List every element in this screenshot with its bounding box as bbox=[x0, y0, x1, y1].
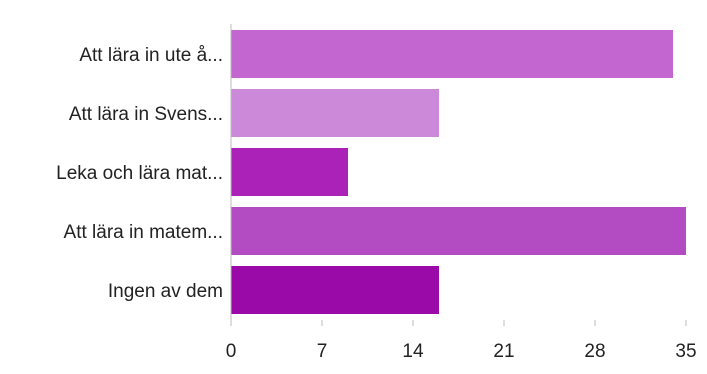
bar-2 bbox=[231, 89, 439, 137]
category-label-2: Att lära in Svens... bbox=[69, 104, 223, 125]
x-tick-label-35: 35 bbox=[675, 341, 696, 362]
x-tick-label-0: 0 bbox=[226, 341, 237, 362]
category-label-5: Ingen av dem bbox=[108, 281, 223, 302]
category-label-1: Att lära in ute å... bbox=[79, 45, 223, 66]
bar-3 bbox=[231, 148, 348, 196]
category-label-3: Leka och lära mat... bbox=[56, 163, 223, 184]
x-tick-label-14: 14 bbox=[402, 341, 424, 362]
category-labels-group: Att lära in ute å... Att lära in Svens...… bbox=[56, 45, 223, 302]
bar-1 bbox=[231, 30, 673, 78]
category-label-4: Att lära in matem... bbox=[64, 222, 223, 243]
x-axis-ticks-group: 0 7 14 21 28 35 bbox=[226, 320, 697, 362]
bars-group bbox=[231, 30, 686, 314]
x-tick-label-21: 21 bbox=[493, 341, 514, 362]
x-tick-label-7: 7 bbox=[317, 341, 328, 362]
x-tick-label-28: 28 bbox=[584, 341, 605, 362]
bar-4 bbox=[231, 207, 686, 255]
bar-5 bbox=[231, 266, 439, 314]
